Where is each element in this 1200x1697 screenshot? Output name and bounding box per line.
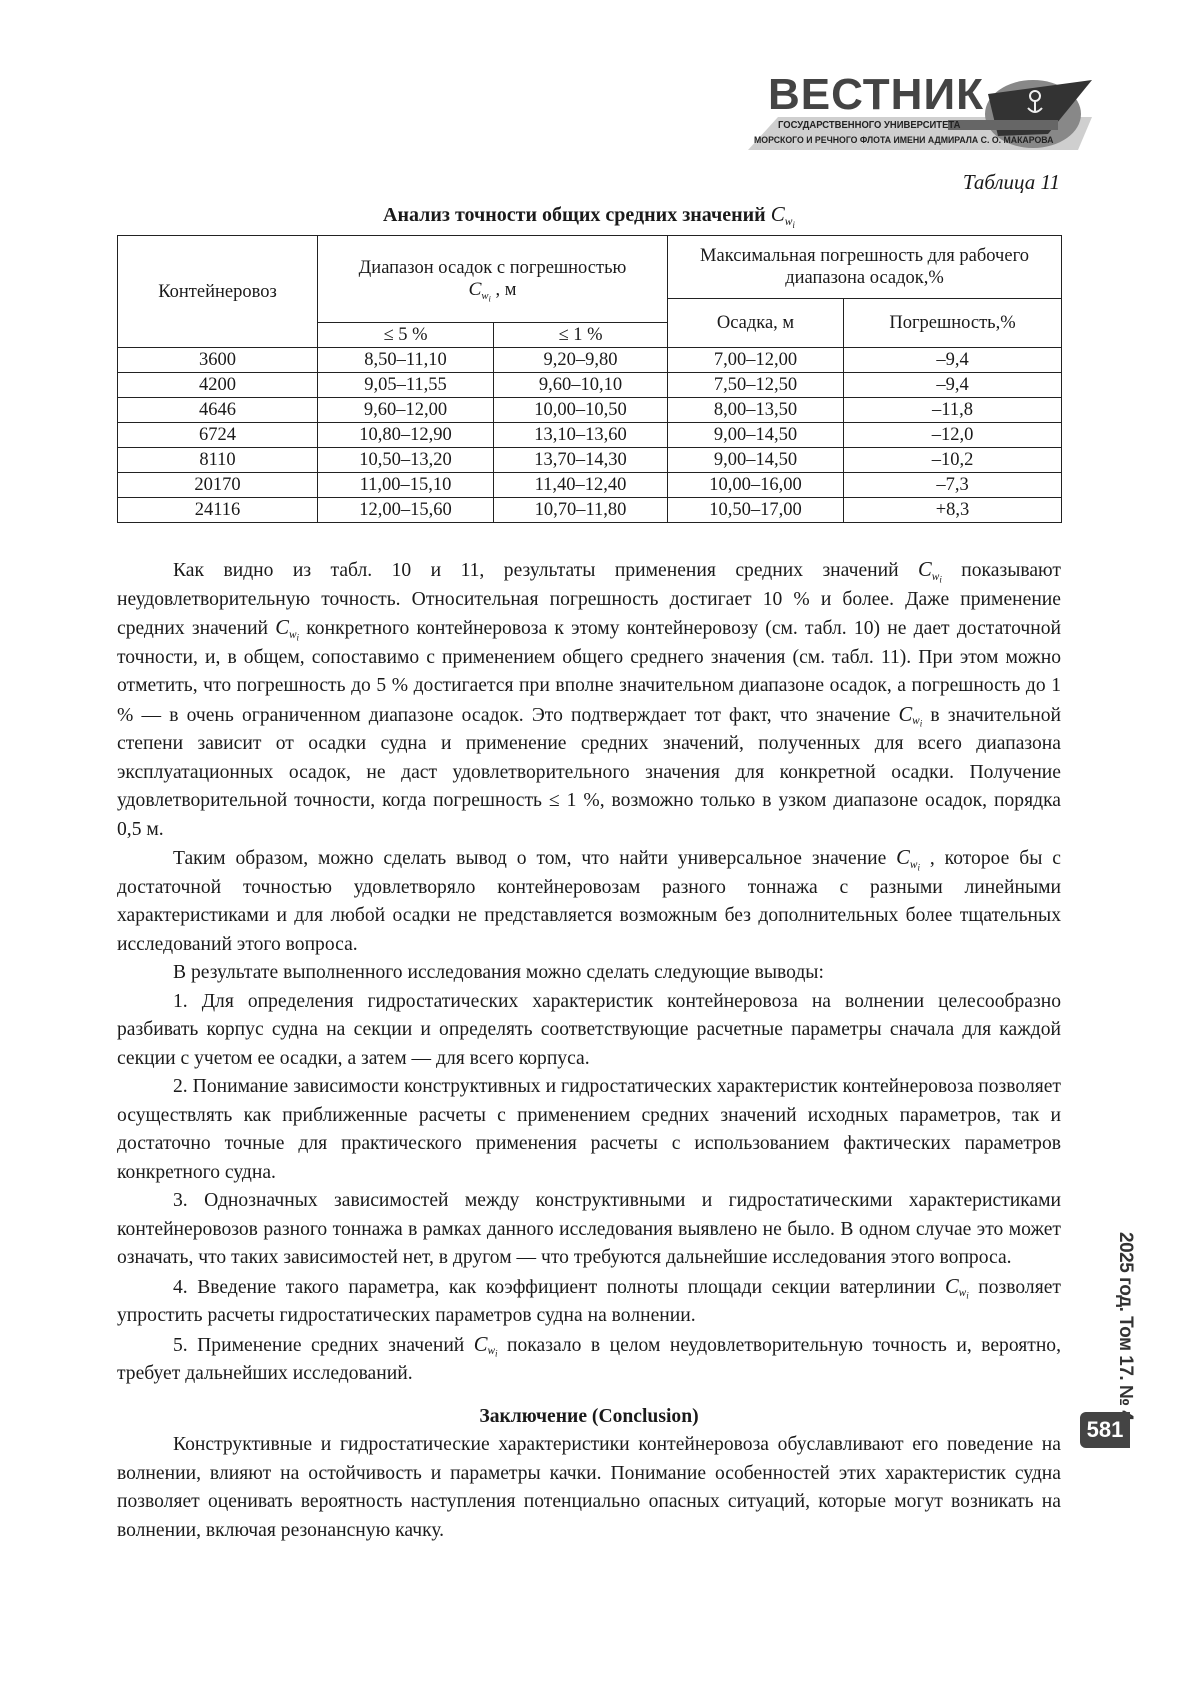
table-cell: 10,80–12,90 bbox=[317, 422, 494, 448]
cwi-symbol: Cwi bbox=[770, 202, 795, 230]
conclusion-heading: Заключение (Conclusion) bbox=[479, 1405, 699, 1427]
cwi-symbol: Cwi bbox=[944, 1275, 969, 1302]
table-cell: 10,00–10,50 bbox=[493, 397, 668, 423]
table-row: 20170 11,00–15,10 11,40–12,40 10,00–16,00 –7… bbox=[117, 472, 1062, 498]
paragraph-5: 2. Понимание зависимости конструктивных … bbox=[117, 1076, 1061, 1183]
table-row: 4200 9,05–11,55 9,60–10,10 7,50–12,50 –9,4 bbox=[117, 372, 1062, 398]
table-cell: –7,3 bbox=[843, 472, 1062, 498]
cwi-symbol: Cwi bbox=[898, 703, 923, 730]
table-cell: 10,50–17,00 bbox=[667, 497, 844, 523]
table-cell: 10,50–13,20 bbox=[317, 447, 494, 473]
table-cell: 11,00–15,10 bbox=[317, 472, 494, 498]
table-cell: 7,00–12,00 bbox=[667, 347, 844, 373]
header-draft: Осадка, м bbox=[667, 298, 844, 348]
table-cell: 4646 bbox=[117, 397, 318, 423]
table-cell: 9,60–12,00 bbox=[317, 397, 494, 423]
table-row: 4646 9,60–12,00 10,00–10,50 8,00–13,50 –11,8 bbox=[117, 397, 1062, 423]
cwi-symbol: Cwi bbox=[896, 847, 920, 873]
table-row: 8110 10,50–13,20 13,70–14,30 9,00–14,50 –10,… bbox=[117, 447, 1062, 473]
logo-ship-emblem bbox=[748, 80, 1092, 150]
table-cell: 8,00–13,50 bbox=[667, 397, 844, 423]
table-row: 3600 8,50–11,10 9,20–9,80 7,00–12,00 –9,4 bbox=[117, 347, 1062, 373]
table-cell: 8110 bbox=[117, 447, 318, 473]
cwi-symbol: Cwi bbox=[473, 1333, 498, 1360]
table-cell: +8,3 bbox=[843, 497, 1062, 523]
table-cell: 7,50–12,50 bbox=[667, 372, 844, 398]
paragraph-8: 5. Применение средних значений Cwi показ… bbox=[117, 1333, 1062, 1385]
paragraph-3: В результате выполненного исследования м… bbox=[173, 962, 824, 983]
cwi-symbol: Cwi bbox=[918, 559, 942, 585]
table-row: 6724 10,80–12,90 13,10–13,60 9,00–14,50 –12,… bbox=[117, 422, 1062, 448]
table-cell: 13,70–14,30 bbox=[493, 447, 668, 473]
logo-subtitle-1: ГОСУДАРСТВЕННОГО УНИВЕРСИТЕТА bbox=[778, 119, 961, 131]
table-cell: 10,00–16,00 bbox=[667, 472, 844, 498]
paragraph-6: 3. Однозначных зависимостей между констр… bbox=[117, 1190, 1061, 1268]
body-text: Как видно из табл. 10 и 11, результаты п… bbox=[117, 556, 1061, 1545]
accuracy-table: Контейнеровоз Диапазон осадок с погрешно… bbox=[117, 235, 1062, 523]
paragraph-1: Как видно из табл. 10 и 11, результаты п… bbox=[117, 559, 1061, 840]
page-number: 581 bbox=[1080, 1412, 1130, 1448]
header-max-error: Максимальная погрешность для рабочего ди… bbox=[667, 235, 1062, 299]
table-cell: 9,20–9,80 bbox=[493, 347, 668, 373]
header-vessel: Контейнеровоз bbox=[117, 235, 318, 348]
table-cell: 9,00–14,50 bbox=[667, 447, 844, 473]
header-error: Погрешность,% bbox=[843, 298, 1062, 348]
paragraph-7: 4. Введение такого параметра, как коэффи… bbox=[117, 1275, 1061, 1327]
table-cell: 9,60–10,10 bbox=[493, 372, 668, 398]
table-cell: 6724 bbox=[117, 422, 318, 448]
cwi-symbol: Cwi bbox=[275, 617, 300, 643]
table-cell: 13,10–13,60 bbox=[493, 422, 668, 448]
header-le1: ≤ 1 % bbox=[493, 322, 668, 348]
table-cell: –10,2 bbox=[843, 447, 1062, 473]
header-le5: ≤ 5 % bbox=[317, 322, 494, 348]
table-title-text: Анализ точности общих средних значений bbox=[383, 204, 771, 226]
table-cell: –9,4 bbox=[843, 372, 1062, 398]
table-cell: 12,00–15,60 bbox=[317, 497, 494, 523]
journal-logo: ВЕСТНИК ГОСУДАРСТВЕННОГО УНИВЕРСИТЕТА МО… bbox=[748, 70, 1092, 150]
issue-info: 2025 год. Том 17. № 4 bbox=[1115, 1232, 1136, 1421]
logo-subtitle-2: МОРСКОГО И РЕЧНОГО ФЛОТА ИМЕНИ АДМИРАЛА … bbox=[754, 135, 1054, 146]
table-cell: 9,00–14,50 bbox=[667, 422, 844, 448]
paragraph-2: Таким образом, можно сделать вывод о том… bbox=[117, 847, 1061, 955]
paragraph-4: 1. Для определения гидростатических хара… bbox=[117, 990, 1061, 1069]
table-cell: 4200 bbox=[117, 372, 318, 398]
table-cell: –11,8 bbox=[843, 397, 1062, 423]
table-cell: 11,40–12,40 bbox=[493, 472, 668, 498]
table-cell: 20170 bbox=[117, 472, 318, 498]
table-cell: 9,05–11,55 bbox=[317, 372, 494, 398]
table-cell: 24116 bbox=[117, 497, 318, 523]
header-draft-range: Диапазон осадок с погрешностью Cwi , м bbox=[317, 235, 668, 323]
table-cell: –12,0 bbox=[843, 422, 1062, 448]
paragraph-9: Конструктивные и гидростатические характ… bbox=[117, 1434, 1061, 1541]
table-row: 24116 12,00–15,60 10,70–11,80 10,50–17,00 +8… bbox=[117, 497, 1062, 523]
table-cell: –9,4 bbox=[843, 347, 1062, 373]
table-cell: 3600 bbox=[117, 347, 318, 373]
logo-title: ВЕСТНИК bbox=[768, 70, 984, 119]
table-title: Анализ точности общих средних значений C… bbox=[117, 201, 1061, 230]
table-cell: 8,50–11,10 bbox=[317, 347, 494, 373]
table-caption: Таблица 11 bbox=[962, 170, 1060, 194]
table-cell: 10,70–11,80 bbox=[493, 497, 668, 523]
